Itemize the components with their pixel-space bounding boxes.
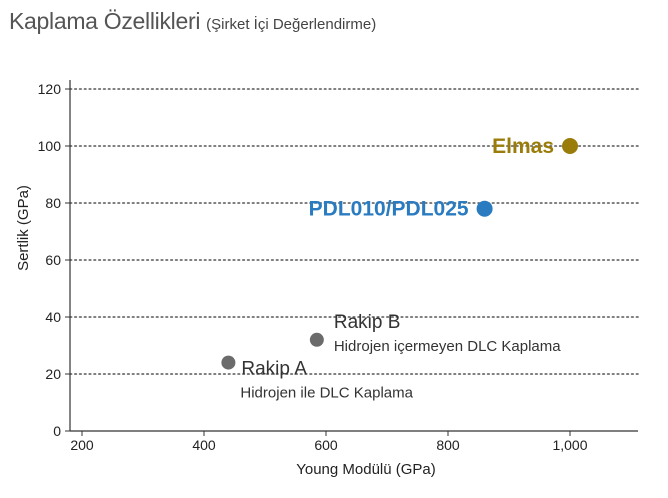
point-1: [476, 200, 493, 217]
x-tick-label-1000: 1,000: [552, 437, 587, 453]
chart-title-block: Kaplama Özellikleri (Şirket İçi Değerlend…: [9, 8, 376, 35]
tick-labels: 0 20 40 60 80 100 120 200 400 600 800 1,000: [38, 81, 588, 453]
chart-title: Kaplama Özellikleri: [9, 8, 201, 34]
y-tick-label-40: 40: [45, 309, 61, 325]
y-tick-label-0: 0: [53, 423, 61, 439]
point-3: [221, 355, 236, 370]
point-note-2: Hidrojen içermeyen DLC Kaplama: [334, 338, 561, 355]
y-tick-label-20: 20: [45, 366, 61, 382]
point-0: [562, 138, 578, 154]
x-tick-label-800: 800: [436, 437, 460, 453]
x-tick-label-600: 600: [314, 437, 338, 453]
point-labels: Elmas PDL010/PDL025 Rakip B Hidrojen içerme…: [240, 135, 561, 402]
y-tick-label-80: 80: [45, 195, 61, 211]
x-tick-label-400: 400: [192, 437, 216, 453]
chart-subtitle: (Şirket İçi Değerlendirme): [206, 16, 377, 33]
point-2: [309, 332, 324, 347]
axes: [65, 80, 638, 436]
point-label-3: Rakip A: [241, 359, 307, 380]
x-tick-label-200: 200: [70, 437, 94, 453]
y-tick-label-60: 60: [45, 252, 61, 268]
point-note-3: Hidrojen ile DLC Kaplama: [240, 385, 413, 402]
x-axis-title: Young Modülü (GPa): [296, 461, 436, 478]
point-label-2: Rakip B: [334, 312, 401, 333]
point-label-0: Elmas: [492, 135, 554, 158]
point-label-1: PDL010/PDL025: [309, 198, 469, 221]
y-tick-label-120: 120: [38, 81, 62, 97]
grid-lines: [69, 88, 639, 375]
data-points: [221, 138, 578, 370]
y-tick-label-100: 100: [38, 138, 62, 154]
y-axis-title: Sertlik (GPa): [15, 185, 32, 271]
